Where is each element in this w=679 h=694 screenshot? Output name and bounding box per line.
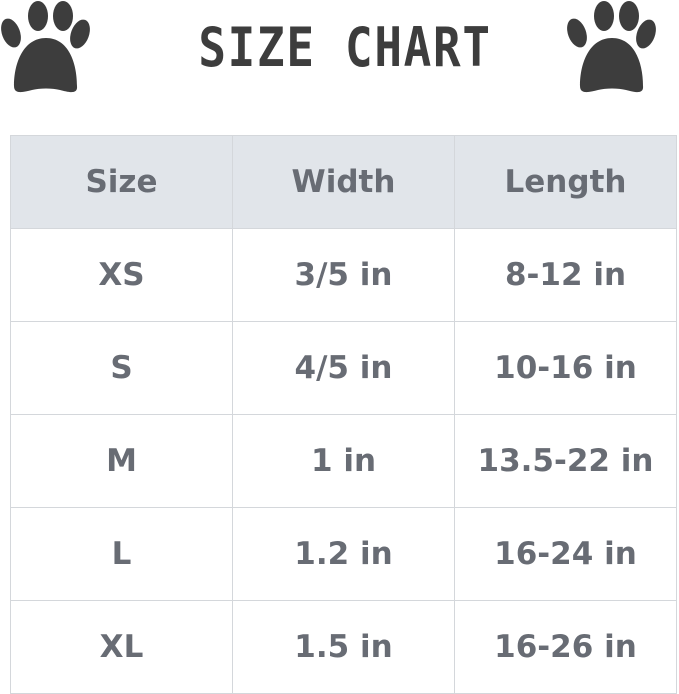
cell-width: 1.5 in	[232, 600, 455, 694]
size-table: Size Width Length XS 3/5 in 8-12 in S 4/…	[10, 135, 677, 694]
table-row: S 4/5 in 10-16 in	[10, 321, 677, 415]
cell-length: 8-12 in	[454, 228, 677, 322]
cell-length: 13.5-22 in	[454, 414, 677, 508]
table-row: M 1 in 13.5-22 in	[10, 414, 677, 508]
table-header-row: Size Width Length	[10, 135, 677, 229]
cell-size: XS	[10, 228, 233, 322]
cell-width: 1 in	[232, 414, 455, 508]
header-size: Size	[10, 135, 233, 229]
cell-length: 16-26 in	[454, 600, 677, 694]
header-length: Length	[454, 135, 677, 229]
paw-print-icon	[567, 1, 656, 93]
cell-size: M	[10, 414, 233, 508]
table-row: L 1.2 in 16-24 in	[10, 507, 677, 601]
page-title: SIZE CHART	[198, 16, 492, 79]
cell-length: 10-16 in	[454, 321, 677, 415]
header-width: Width	[232, 135, 455, 229]
cell-length: 16-24 in	[454, 507, 677, 601]
paw-print-icon	[1, 1, 90, 93]
cell-size: XL	[10, 600, 233, 694]
table-row: XS 3/5 in 8-12 in	[10, 228, 677, 322]
cell-width: 4/5 in	[232, 321, 455, 415]
table-row: XL 1.5 in 16-26 in	[10, 600, 677, 694]
cell-width: 3/5 in	[232, 228, 455, 322]
cell-size: L	[10, 507, 233, 601]
cell-width: 1.2 in	[232, 507, 455, 601]
cell-size: S	[10, 321, 233, 415]
